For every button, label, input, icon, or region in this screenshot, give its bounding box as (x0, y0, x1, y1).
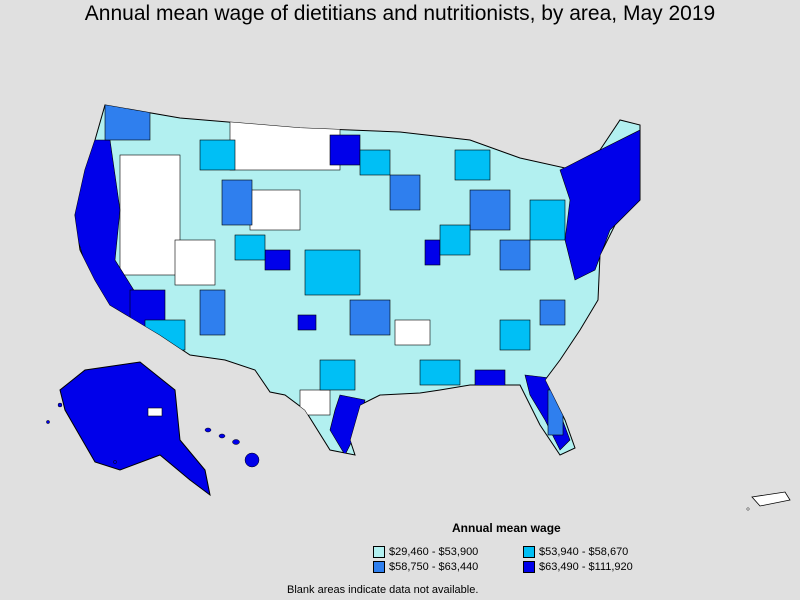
region-tier-4 (297, 314, 317, 331)
region-tier-3 (499, 239, 531, 271)
legend-label: $58,750 - $63,440 (389, 561, 479, 573)
region-tier-2 (234, 234, 266, 261)
alaska (46, 361, 211, 497)
legend-swatch (523, 546, 535, 558)
hawaii-island (204, 427, 212, 433)
puerto-rico-outline (751, 491, 791, 507)
aleutian-island (46, 420, 50, 424)
region-tier-3 (389, 174, 421, 211)
legend-item: $58,750 - $63,440 (373, 561, 478, 573)
legend-swatch (373, 561, 385, 573)
footnote: Blank areas indicate data not available. (287, 584, 479, 596)
region-tier-3 (221, 179, 253, 226)
region-blank (147, 407, 163, 417)
region-tier-2 (529, 199, 566, 241)
region-blank (119, 154, 181, 276)
region-blank (229, 119, 341, 171)
legend-swatch (523, 561, 535, 573)
region-blank (394, 319, 431, 346)
aleutian-island (57, 402, 63, 408)
region-tier-2 (199, 139, 236, 171)
region-tier-4 (329, 134, 361, 166)
hawaii-island (244, 452, 260, 468)
legend-label: $63,490 - $111,920 (539, 561, 633, 573)
hawaii (204, 427, 260, 468)
legend-label: $29,460 - $53,900 (389, 546, 479, 558)
hawaii-island (232, 439, 240, 445)
region-tier-2 (304, 249, 361, 296)
region-tier-2 (359, 149, 391, 176)
legend-swatch (373, 546, 385, 558)
virgin-island (746, 507, 750, 511)
puerto-rico (746, 491, 791, 511)
region-texas-gulf (329, 394, 366, 455)
map-title: Annual mean wage of dietitians and nutri… (84, 2, 716, 25)
legend-item: $53,940 - $58,670 (523, 546, 628, 558)
hawaii-island (218, 433, 226, 439)
region-tier-2 (454, 149, 491, 181)
region-tier-2 (319, 359, 356, 391)
region-blank (249, 189, 301, 231)
region-east-coast (559, 129, 640, 281)
legend-item: $29,460 - $53,900 (373, 546, 478, 558)
alaska-outline (59, 361, 211, 497)
region-tier-4 (474, 369, 506, 391)
region-tier-4 (264, 249, 291, 271)
contiguous-us (74, 104, 641, 456)
region-tier-3 (199, 289, 226, 336)
region-tier-3 (469, 189, 511, 231)
region-tier-3 (539, 299, 566, 326)
region-blank (174, 239, 216, 286)
region-blank (299, 389, 331, 416)
aleutian-island (113, 460, 117, 464)
legend-item: $63,490 - $111,920 (523, 561, 633, 573)
region-tier-3 (547, 389, 564, 436)
region-tier-2 (439, 224, 471, 256)
legend-label: $53,940 - $58,670 (539, 546, 629, 558)
region-tier-2 (144, 319, 186, 351)
region-florida (524, 374, 571, 451)
region-tier-4 (424, 239, 441, 266)
region-tier-4 (104, 105, 151, 141)
region-tier-2 (499, 319, 531, 351)
region-tier-3 (349, 299, 391, 336)
legend-title: Annual mean wage (452, 521, 561, 535)
region-tier-2 (419, 359, 461, 386)
